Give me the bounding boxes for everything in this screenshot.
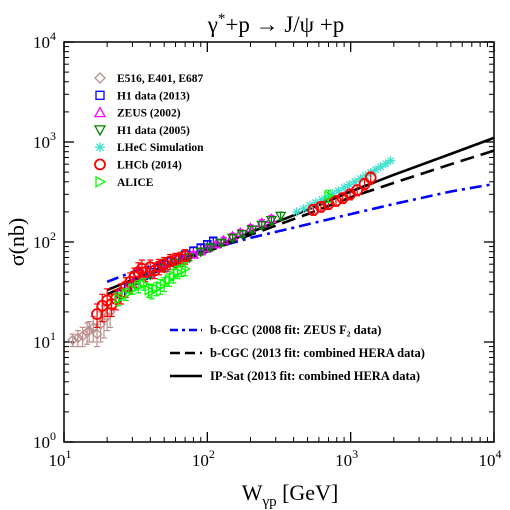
legend-marker — [95, 90, 105, 100]
x-tick-label: 104 — [479, 447, 502, 470]
data-point — [179, 250, 192, 263]
asterisk-stroke — [96, 143, 104, 152]
asterisk-stroke — [340, 183, 348, 192]
curve-dash — [106, 149, 495, 296]
legend-marker — [95, 175, 107, 188]
data-point — [246, 225, 258, 236]
curve-legend-label: b-CGC (2013 fit: combined HERA data) — [210, 346, 425, 360]
asterisk-stroke — [345, 180, 354, 189]
data-point — [77, 330, 89, 342]
asterisk-stroke — [377, 163, 385, 171]
x-tick-label: 103 — [335, 447, 358, 470]
data-point — [158, 258, 171, 271]
legend-label: H1 data (2013) — [117, 90, 190, 102]
data-point — [139, 278, 150, 290]
asterisk-stroke — [351, 178, 359, 186]
legend-label: LHeC Simulation — [117, 142, 204, 154]
curve-legend: b-CGC (2008 fit: ZEUS F₂ data) b-CGC (201… — [170, 323, 425, 383]
data-point — [132, 266, 145, 279]
data-point — [83, 325, 95, 337]
data-point — [236, 229, 248, 240]
legend-marker — [93, 106, 107, 118]
curve-legend-label: b-CGC (2008 fit: ZEUS F₂ data) — [210, 323, 381, 337]
data-point — [204, 243, 216, 254]
legend-marker — [95, 142, 105, 153]
legend-marker — [94, 72, 106, 84]
asterisk-stroke — [300, 205, 308, 213]
y-tick-label: 102 — [33, 229, 56, 252]
data-point — [136, 262, 148, 275]
asterisk-stroke — [386, 157, 395, 165]
legend-marker — [94, 158, 106, 171]
legend-marker — [93, 125, 107, 137]
y-tick-label: 101 — [33, 329, 56, 352]
data-point — [159, 278, 171, 290]
asterisk-stroke — [372, 165, 380, 174]
data-point — [330, 194, 342, 207]
asterisk-stroke — [382, 160, 390, 168]
asterisk-stroke — [293, 208, 301, 216]
data-point — [256, 220, 268, 231]
data-point — [87, 321, 99, 333]
data-point — [215, 238, 227, 249]
data-point — [128, 283, 139, 295]
data-point — [275, 211, 287, 222]
legend-label: ALICE — [117, 177, 154, 189]
data-point — [265, 216, 278, 227]
asterisk-stroke — [334, 187, 342, 195]
legend-label: H1 data (2005) — [117, 125, 190, 137]
legend: E516, E401, E687 H1 data (2013) ZEUS (2002… — [93, 72, 204, 189]
y-tick-label: 103 — [33, 129, 56, 152]
data-point — [226, 233, 239, 244]
asterisk-stroke — [356, 175, 365, 183]
y-tick-label: 100 — [33, 429, 56, 452]
curve-legend-label: IP-Sat (2013 fit: combined HERA data) — [210, 369, 420, 383]
data-point — [299, 204, 309, 214]
curve-dash-dot — [106, 182, 495, 284]
x-axis-title: Wγp [GeV] — [242, 480, 339, 510]
data-point — [180, 263, 191, 275]
data-point — [195, 247, 207, 258]
data-point — [371, 165, 381, 175]
chart-title: γ*+p → J/ψ +p — [207, 11, 345, 37]
data-point — [114, 293, 125, 305]
data-point — [386, 156, 396, 166]
legend-label: LHCb (2014) — [117, 160, 182, 172]
y-axis-title: σ(nb) — [4, 218, 29, 267]
data-point — [121, 288, 132, 300]
legend-label: ZEUS (2002) — [117, 108, 181, 120]
data-point — [134, 280, 145, 292]
data-point — [364, 171, 377, 184]
data-point — [376, 162, 386, 172]
data-point — [67, 334, 79, 346]
data-point — [72, 332, 84, 344]
legend-label: E516, E401, E687 — [117, 73, 204, 85]
data-point — [324, 190, 335, 202]
x-tick-label: 102 — [192, 447, 215, 470]
data-point — [307, 203, 320, 216]
data-point — [381, 159, 391, 169]
y-tick-label: 104 — [33, 29, 56, 52]
data-point — [315, 200, 327, 213]
x-tick-label: 101 — [49, 447, 72, 470]
data-point — [292, 207, 302, 217]
data-points — [67, 156, 396, 348]
